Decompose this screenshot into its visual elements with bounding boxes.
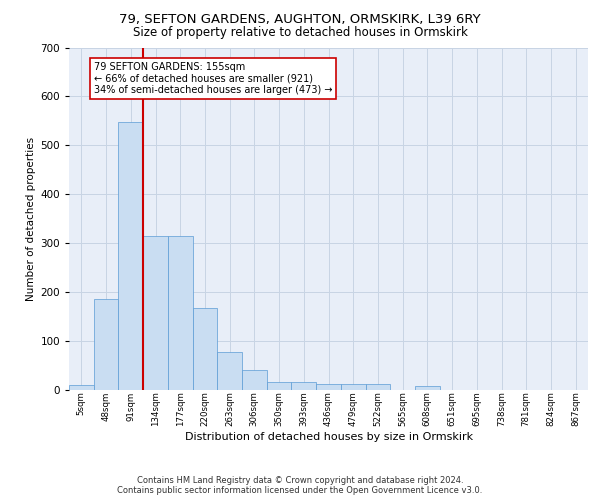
Text: 79 SEFTON GARDENS: 155sqm
← 66% of detached houses are smaller (921)
34% of semi: 79 SEFTON GARDENS: 155sqm ← 66% of detac… [94, 62, 332, 96]
Bar [143, 236, 168, 390]
Bar [217, 352, 242, 390]
Bar [193, 308, 217, 390]
Bar [168, 236, 193, 390]
Y-axis label: Number of detached properties: Number of detached properties [26, 136, 36, 301]
Text: 79, SEFTON GARDENS, AUGHTON, ORMSKIRK, L39 6RY: 79, SEFTON GARDENS, AUGHTON, ORMSKIRK, L… [119, 12, 481, 26]
Bar [118, 122, 143, 390]
Text: Distribution of detached houses by size in Ormskirk: Distribution of detached houses by size … [185, 432, 473, 442]
Bar [94, 300, 118, 390]
Bar [415, 386, 440, 390]
Text: Size of property relative to detached houses in Ormskirk: Size of property relative to detached ho… [133, 26, 467, 39]
Bar [292, 382, 316, 390]
Bar [267, 382, 292, 390]
Bar [242, 370, 267, 390]
Bar [316, 384, 341, 390]
Bar [341, 384, 365, 390]
Bar [69, 385, 94, 390]
Text: Contains HM Land Registry data © Crown copyright and database right 2024.
Contai: Contains HM Land Registry data © Crown c… [118, 476, 482, 495]
Bar [365, 384, 390, 390]
